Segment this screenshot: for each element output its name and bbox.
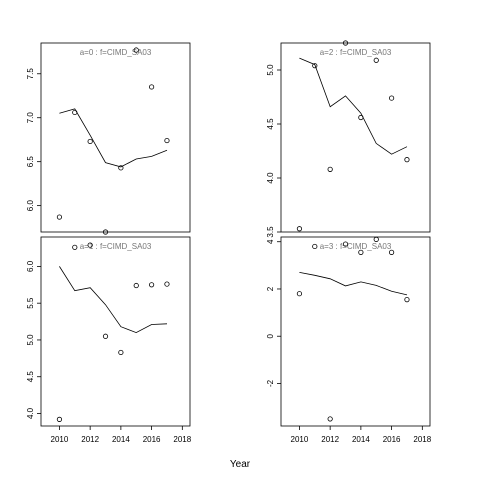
smooth-line <box>59 266 168 334</box>
smooth-line <box>299 272 408 296</box>
panel-frame <box>280 42 431 233</box>
data-point <box>342 241 349 247</box>
x-tick-label: 2012 <box>321 435 339 444</box>
data-point <box>72 109 78 116</box>
y-tick-label: 7.5 <box>26 68 35 80</box>
panel-frame <box>40 236 191 427</box>
y-tick-label: 4.0 <box>26 407 35 419</box>
data-point <box>312 243 318 250</box>
data-point <box>312 63 318 69</box>
data-point <box>358 249 364 255</box>
data-point <box>388 249 395 255</box>
data-point <box>118 349 124 356</box>
data-point <box>342 40 349 46</box>
x-tick-label: 2018 <box>173 435 191 444</box>
x-tick-label: 2014 <box>112 435 130 444</box>
y-tick-label: 5.5 <box>26 297 35 309</box>
data-point <box>87 138 93 145</box>
data-point <box>102 229 109 235</box>
data-point <box>296 226 303 232</box>
y-tick-label: 2 <box>266 286 275 291</box>
data-point <box>404 157 410 163</box>
panel-title: a=0 : f=CIMD_SA03 <box>80 48 152 57</box>
y-tick-label: 6.0 <box>26 260 35 272</box>
panel-frame <box>40 42 191 233</box>
panel-1: a=0 : f=CIMD_SA03 6.0 6.5 7.0 7.5 <box>26 42 191 235</box>
panel-title: a=1 : f=CIMD_SA03 <box>80 242 152 251</box>
y-tick-label: 3.5 <box>266 226 275 238</box>
panel-title: a=2 : f=CIMD_SA03 <box>320 48 392 57</box>
x-tick-label: 2016 <box>143 435 161 444</box>
data-point <box>133 282 139 289</box>
data-point <box>164 137 170 144</box>
data-point <box>164 281 170 287</box>
y-tick-label: 4 <box>266 239 275 244</box>
x-tick-label: 2012 <box>81 435 99 444</box>
y-tick-label: -2 <box>266 379 275 387</box>
x-tick-label: 2016 <box>383 435 401 444</box>
data-point <box>102 333 109 339</box>
data-point <box>133 47 139 53</box>
data-point <box>327 416 333 422</box>
x-tick-label: 2018 <box>413 435 431 444</box>
y-tick-label: 6.0 <box>26 200 35 212</box>
data-point <box>296 291 303 297</box>
data-point <box>148 282 155 288</box>
data-point <box>373 57 379 63</box>
data-point <box>373 236 379 242</box>
y-tick-label: 4.5 <box>26 371 35 383</box>
y-tick-label: 6.5 <box>26 156 35 168</box>
smooth-line <box>299 57 408 155</box>
y-tick-label: 5.0 <box>266 64 275 76</box>
data-point <box>148 84 155 90</box>
panel-4: a=3 : f=CIMD_SA03 -2 0 2 4 2010 2012 2014 2016 20… <box>266 236 432 444</box>
x-axis-label: Year <box>230 459 251 470</box>
data-point <box>56 416 63 422</box>
x-tick-label: 2010 <box>51 435 69 444</box>
data-point <box>118 165 124 171</box>
x-tick-label: 2010 <box>291 435 309 444</box>
panel-3: a=1 : f=CIMD_SA03 4.0 4.5 5.0 5.5 6.0 2010 2012… <box>26 236 192 444</box>
y-tick-label: 4.0 <box>266 172 275 184</box>
panel-frame <box>280 236 431 427</box>
data-point <box>87 242 93 248</box>
x-tick-label: 2014 <box>352 435 370 444</box>
panel-title: a=3 : f=CIMD_SA03 <box>320 242 392 251</box>
data-point <box>327 166 333 172</box>
data-point <box>72 244 78 250</box>
smooth-line <box>59 108 168 168</box>
data-point <box>388 95 395 101</box>
y-tick-label: 5.0 <box>26 334 35 346</box>
data-point <box>358 114 364 121</box>
panel-2: a=2 : f=CIMD_SA03 3.5 4.0 4.5 5.0 <box>266 40 431 238</box>
data-point <box>56 214 63 220</box>
y-tick-label: 4.5 <box>266 118 275 130</box>
y-tick-label: 7.0 <box>26 112 35 124</box>
data-point <box>404 297 410 303</box>
y-tick-label: 0 <box>266 333 275 338</box>
